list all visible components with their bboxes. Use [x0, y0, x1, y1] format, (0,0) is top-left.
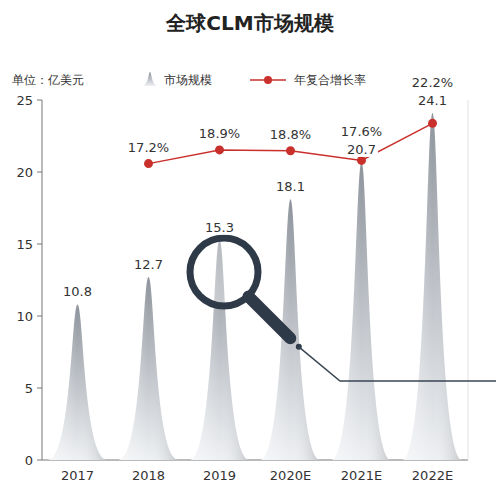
- line-label: 22.2%: [412, 75, 453, 90]
- magnifier-pointer: [299, 347, 496, 381]
- line-label-group: 22.2%: [410, 75, 455, 90]
- axes: 0 5 10 15 20 25 2017 2018 2019 2020E 2021E 2022E: [16, 93, 468, 483]
- bar: [48, 304, 108, 460]
- label-patch: [274, 179, 307, 194]
- bar-shade: [261, 199, 321, 460]
- bar-label: 24.1: [418, 93, 447, 108]
- label-patch: [339, 124, 384, 139]
- bar-shade: [119, 277, 179, 460]
- y-tick: [37, 244, 42, 245]
- bar-label-group: 10.8: [61, 284, 94, 299]
- label-patch: [268, 127, 313, 142]
- chart: 全球CLM市场规模单位：亿美元 市场规模 年复合增长率 0 5 10 15 20 25 2017 2…: [0, 0, 500, 496]
- bar-label-group: 24.1: [416, 93, 449, 108]
- magnifier-handle: [248, 296, 290, 338]
- bar-label: 20.7: [347, 142, 376, 157]
- x-tick-label: 2019: [203, 468, 236, 483]
- line-marker: [215, 145, 224, 154]
- bar-label: 18.1: [276, 179, 305, 194]
- x-tick-label: 2021E: [341, 468, 382, 483]
- legend-label: 年复合增长率: [294, 73, 366, 87]
- bar-label: 15.3: [205, 220, 234, 235]
- label-patch: [126, 140, 171, 155]
- plot-area: [48, 113, 463, 460]
- bar-group: [48, 304, 108, 460]
- title: 全球CLM市场规模: [165, 11, 333, 35]
- line: [149, 123, 433, 163]
- line-label: 18.9%: [199, 126, 240, 141]
- y-tick-label: 0: [25, 453, 33, 468]
- line-label-group: 17.6%: [339, 124, 384, 139]
- bar-label-group: 20.7: [345, 142, 378, 157]
- bar-label-group: 18.1: [274, 179, 307, 194]
- x-tick-label: 2018: [132, 468, 165, 483]
- bar-group: [261, 199, 321, 460]
- y-tick-label: 10: [16, 309, 33, 324]
- y-tick-label: 5: [25, 381, 33, 396]
- label-patch: [416, 93, 449, 108]
- label-patch: [410, 75, 455, 90]
- y-tick-label: 25: [16, 93, 33, 108]
- legend-label: 市场规模: [164, 73, 212, 87]
- line-label: 17.2%: [128, 140, 169, 155]
- line-marker: [428, 119, 437, 128]
- data-labels: 10.8 12.7 15.3 18.1 20.7 24.1 17.2% 18.9% 18.8% 1…: [61, 75, 455, 300]
- legend: 市场规模 年复合增长率: [142, 72, 366, 87]
- y-axis: [42, 100, 43, 460]
- label-patch: [203, 220, 236, 235]
- label-patch: [197, 126, 242, 141]
- unit-label: 单位：亿美元: [12, 73, 84, 87]
- y-tick-label: 20: [16, 165, 33, 180]
- bar-shade: [403, 113, 463, 460]
- line-marker: [286, 146, 295, 155]
- y-tick-label: 15: [16, 237, 33, 252]
- bar-label: 10.8: [63, 284, 92, 299]
- y-tick: [37, 100, 42, 101]
- bar: [332, 162, 392, 460]
- x-tick-label: 2020E: [270, 468, 311, 483]
- line-marker: [357, 156, 366, 165]
- line-label: 17.6%: [341, 124, 382, 139]
- bar-group: [119, 277, 179, 460]
- bar-shade: [332, 162, 392, 460]
- line-label-group: 18.8%: [268, 127, 313, 142]
- x-tick-label: 2017: [61, 468, 94, 483]
- bar: [403, 113, 463, 460]
- label-patch: [345, 142, 378, 157]
- y-tick: [37, 172, 42, 173]
- legend-marker: [264, 76, 272, 84]
- line-marker: [144, 159, 153, 168]
- magnifier: [190, 238, 496, 381]
- x-tick-label: 2022E: [412, 468, 453, 483]
- label-patch: [132, 257, 165, 272]
- bar: [119, 277, 179, 460]
- y-tick: [37, 388, 42, 389]
- bar-label-group: 15.3: [203, 220, 236, 235]
- y2-axis: [468, 100, 469, 460]
- bar-shade: [48, 304, 108, 460]
- y-tick: [37, 460, 42, 461]
- line-label-group: 17.2%: [126, 140, 171, 155]
- line-label-group: 18.9%: [197, 126, 242, 141]
- bar-group: [403, 113, 463, 460]
- bar-group: [332, 162, 392, 460]
- bar: [261, 199, 321, 460]
- legend-swatch: [142, 72, 158, 86]
- line-label: 18.8%: [270, 127, 311, 142]
- bar-label-group: 12.7: [132, 257, 165, 272]
- label-patch: [61, 284, 94, 299]
- y-tick: [37, 316, 42, 317]
- bar-label: 12.7: [134, 257, 163, 272]
